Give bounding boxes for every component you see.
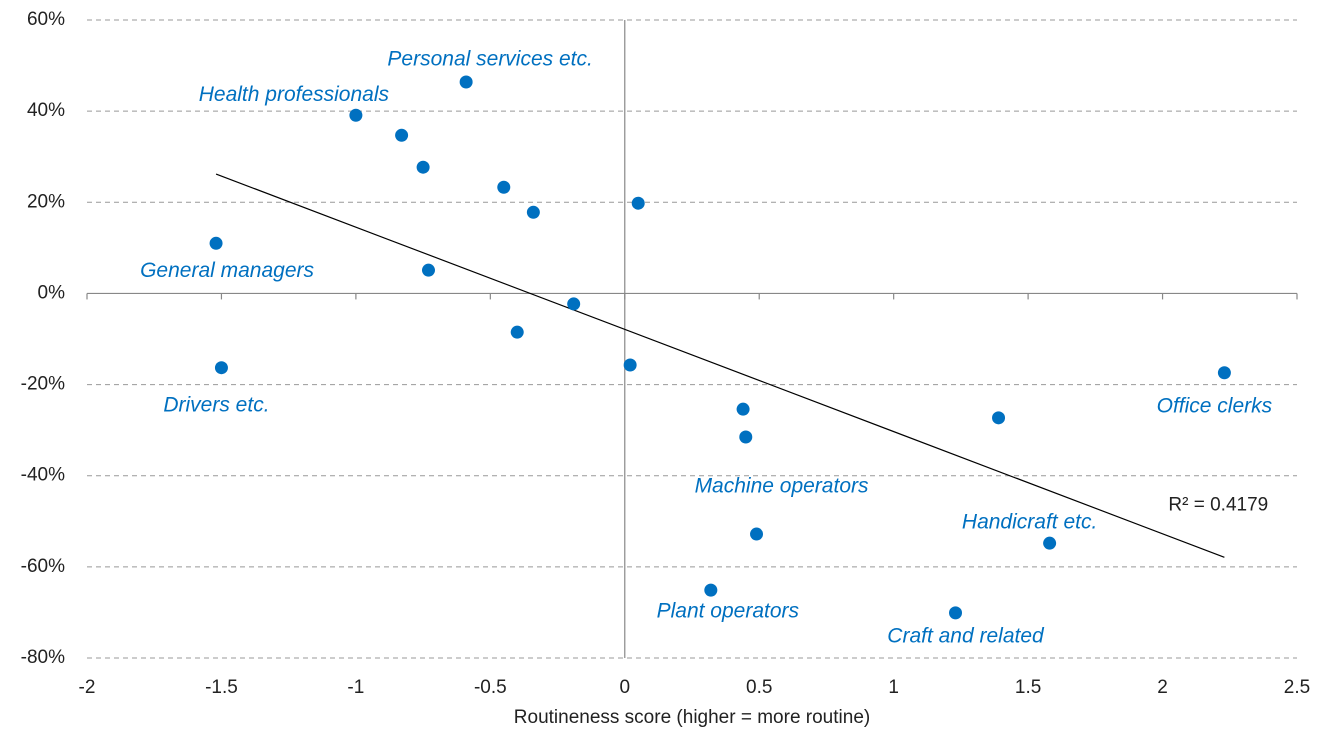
point-label: Plant operators <box>657 600 800 623</box>
x-tick-label: 0 <box>619 677 630 698</box>
point <box>992 411 1006 425</box>
point-label: Drivers etc. <box>163 393 269 416</box>
point <box>421 263 435 277</box>
point <box>497 180 511 194</box>
x-axis-label: Routineness score (higher = more routine… <box>514 707 870 728</box>
point <box>459 75 473 89</box>
x-tick-label: 2 <box>1157 677 1168 698</box>
point-label: General managers <box>140 259 314 282</box>
x-tick-label: 1.5 <box>1015 677 1041 698</box>
point <box>739 430 753 444</box>
r-squared: R² = 0.4179 <box>1168 494 1268 515</box>
x-tick-label: 0.5 <box>746 677 772 698</box>
point <box>209 236 223 250</box>
x-tick-label: 1 <box>888 677 899 698</box>
x-tick-label: 2.5 <box>1284 677 1310 698</box>
point-label: Craft and related <box>887 624 1045 647</box>
point-label: Health professionals <box>199 83 390 106</box>
y-tick-label: -40% <box>21 465 65 486</box>
y-tick-label: -20% <box>21 374 65 395</box>
y-tick-label: -80% <box>21 647 65 668</box>
y-tick-label: 0% <box>38 282 66 303</box>
point-label: Personal services etc. <box>387 48 592 71</box>
y-tick-label: 60% <box>27 9 65 30</box>
x-tick-label: -2 <box>79 677 96 698</box>
point-label: Office clerks <box>1157 394 1273 417</box>
point <box>736 402 750 416</box>
point <box>631 196 645 210</box>
point <box>395 128 409 142</box>
point <box>567 297 581 311</box>
point <box>1217 366 1231 380</box>
point <box>214 361 228 375</box>
x-tick-label: -1 <box>347 677 364 698</box>
point-label: Machine operators <box>695 475 869 498</box>
point <box>949 606 963 620</box>
x-tick-label: -1.5 <box>205 677 238 698</box>
point <box>1043 536 1057 550</box>
y-tick-label: -60% <box>21 556 65 577</box>
point <box>750 527 764 541</box>
x-tick-label: -0.5 <box>474 677 507 698</box>
point-label: Handicraft etc. <box>962 511 1097 534</box>
point <box>623 358 637 372</box>
point <box>526 205 540 219</box>
point <box>510 325 524 339</box>
point <box>416 160 430 174</box>
point <box>704 583 718 597</box>
trendline <box>215 173 1225 558</box>
y-tick-label: 20% <box>27 191 65 212</box>
y-tick-label: 40% <box>27 100 65 121</box>
point <box>349 108 363 122</box>
